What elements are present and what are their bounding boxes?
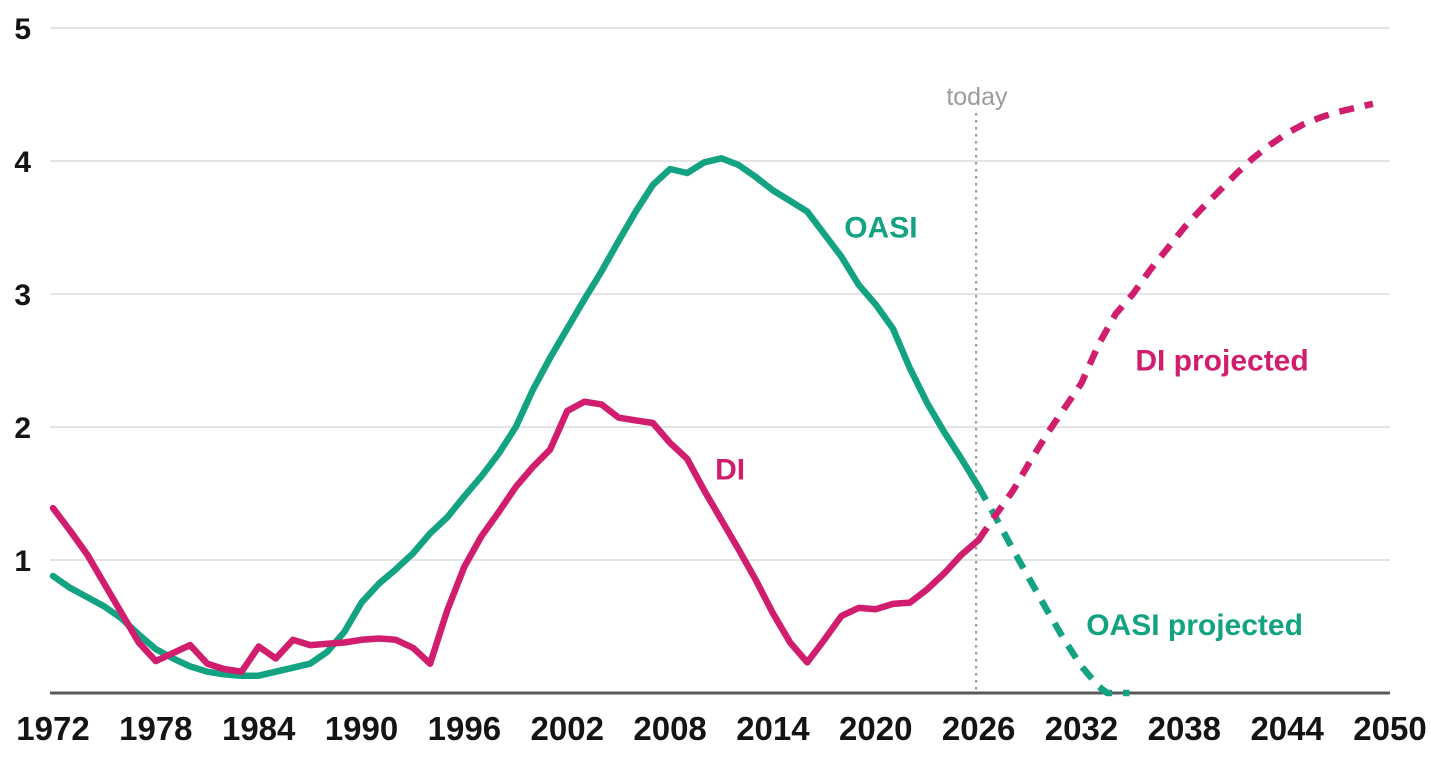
y-tick-label: 5 (14, 13, 31, 46)
y-tick-label: 4 (14, 146, 31, 179)
series-label-oasi: OASI (844, 212, 917, 245)
x-tick-label: 2002 (531, 710, 604, 747)
x-tick-label: 2020 (839, 710, 912, 747)
data-series-lines (49, 100, 1374, 697)
y-tick-label: 3 (14, 279, 31, 312)
x-tick-label: 2014 (736, 710, 810, 747)
x-tick-label: 1990 (325, 710, 398, 747)
series-label-di-projected: DI projected (1135, 345, 1308, 378)
series-line-oasi-projected (975, 485, 1130, 697)
x-tick-label: 2050 (1353, 710, 1426, 747)
x-tick-label: 1996 (428, 710, 501, 747)
x-tick-label: 1972 (16, 710, 89, 747)
series-line-di (49, 398, 982, 675)
series-label-oasi-projected: OASI projected (1086, 609, 1303, 642)
series-line-oasi (49, 155, 982, 679)
x-tick-label: 1984 (222, 710, 296, 747)
x-tick-label: 2038 (1148, 710, 1221, 747)
x-tick-label: 2026 (942, 710, 1015, 747)
x-axis-tick-labels: 1972 1978 1984 1990 1996 2002 2008 2014 2020 2026… (16, 710, 1426, 747)
x-tick-label: 2008 (633, 710, 706, 747)
series-line-di-projected (975, 100, 1374, 542)
today-label: today (946, 83, 1008, 111)
x-tick-label: 2044 (1250, 710, 1324, 747)
y-tick-label: 2 (14, 412, 31, 445)
series-annotations: OASI DI DI projected OASI projected toda… (715, 83, 1309, 642)
y-tick-label: 1 (14, 545, 31, 578)
x-tick-label: 2032 (1045, 710, 1118, 747)
y-axis-tick-labels: 1 2 3 4 5 (14, 13, 31, 578)
series-label-di: DI (715, 454, 745, 487)
x-tick-label: 1978 (119, 710, 192, 747)
gridlines (50, 27, 1390, 561)
